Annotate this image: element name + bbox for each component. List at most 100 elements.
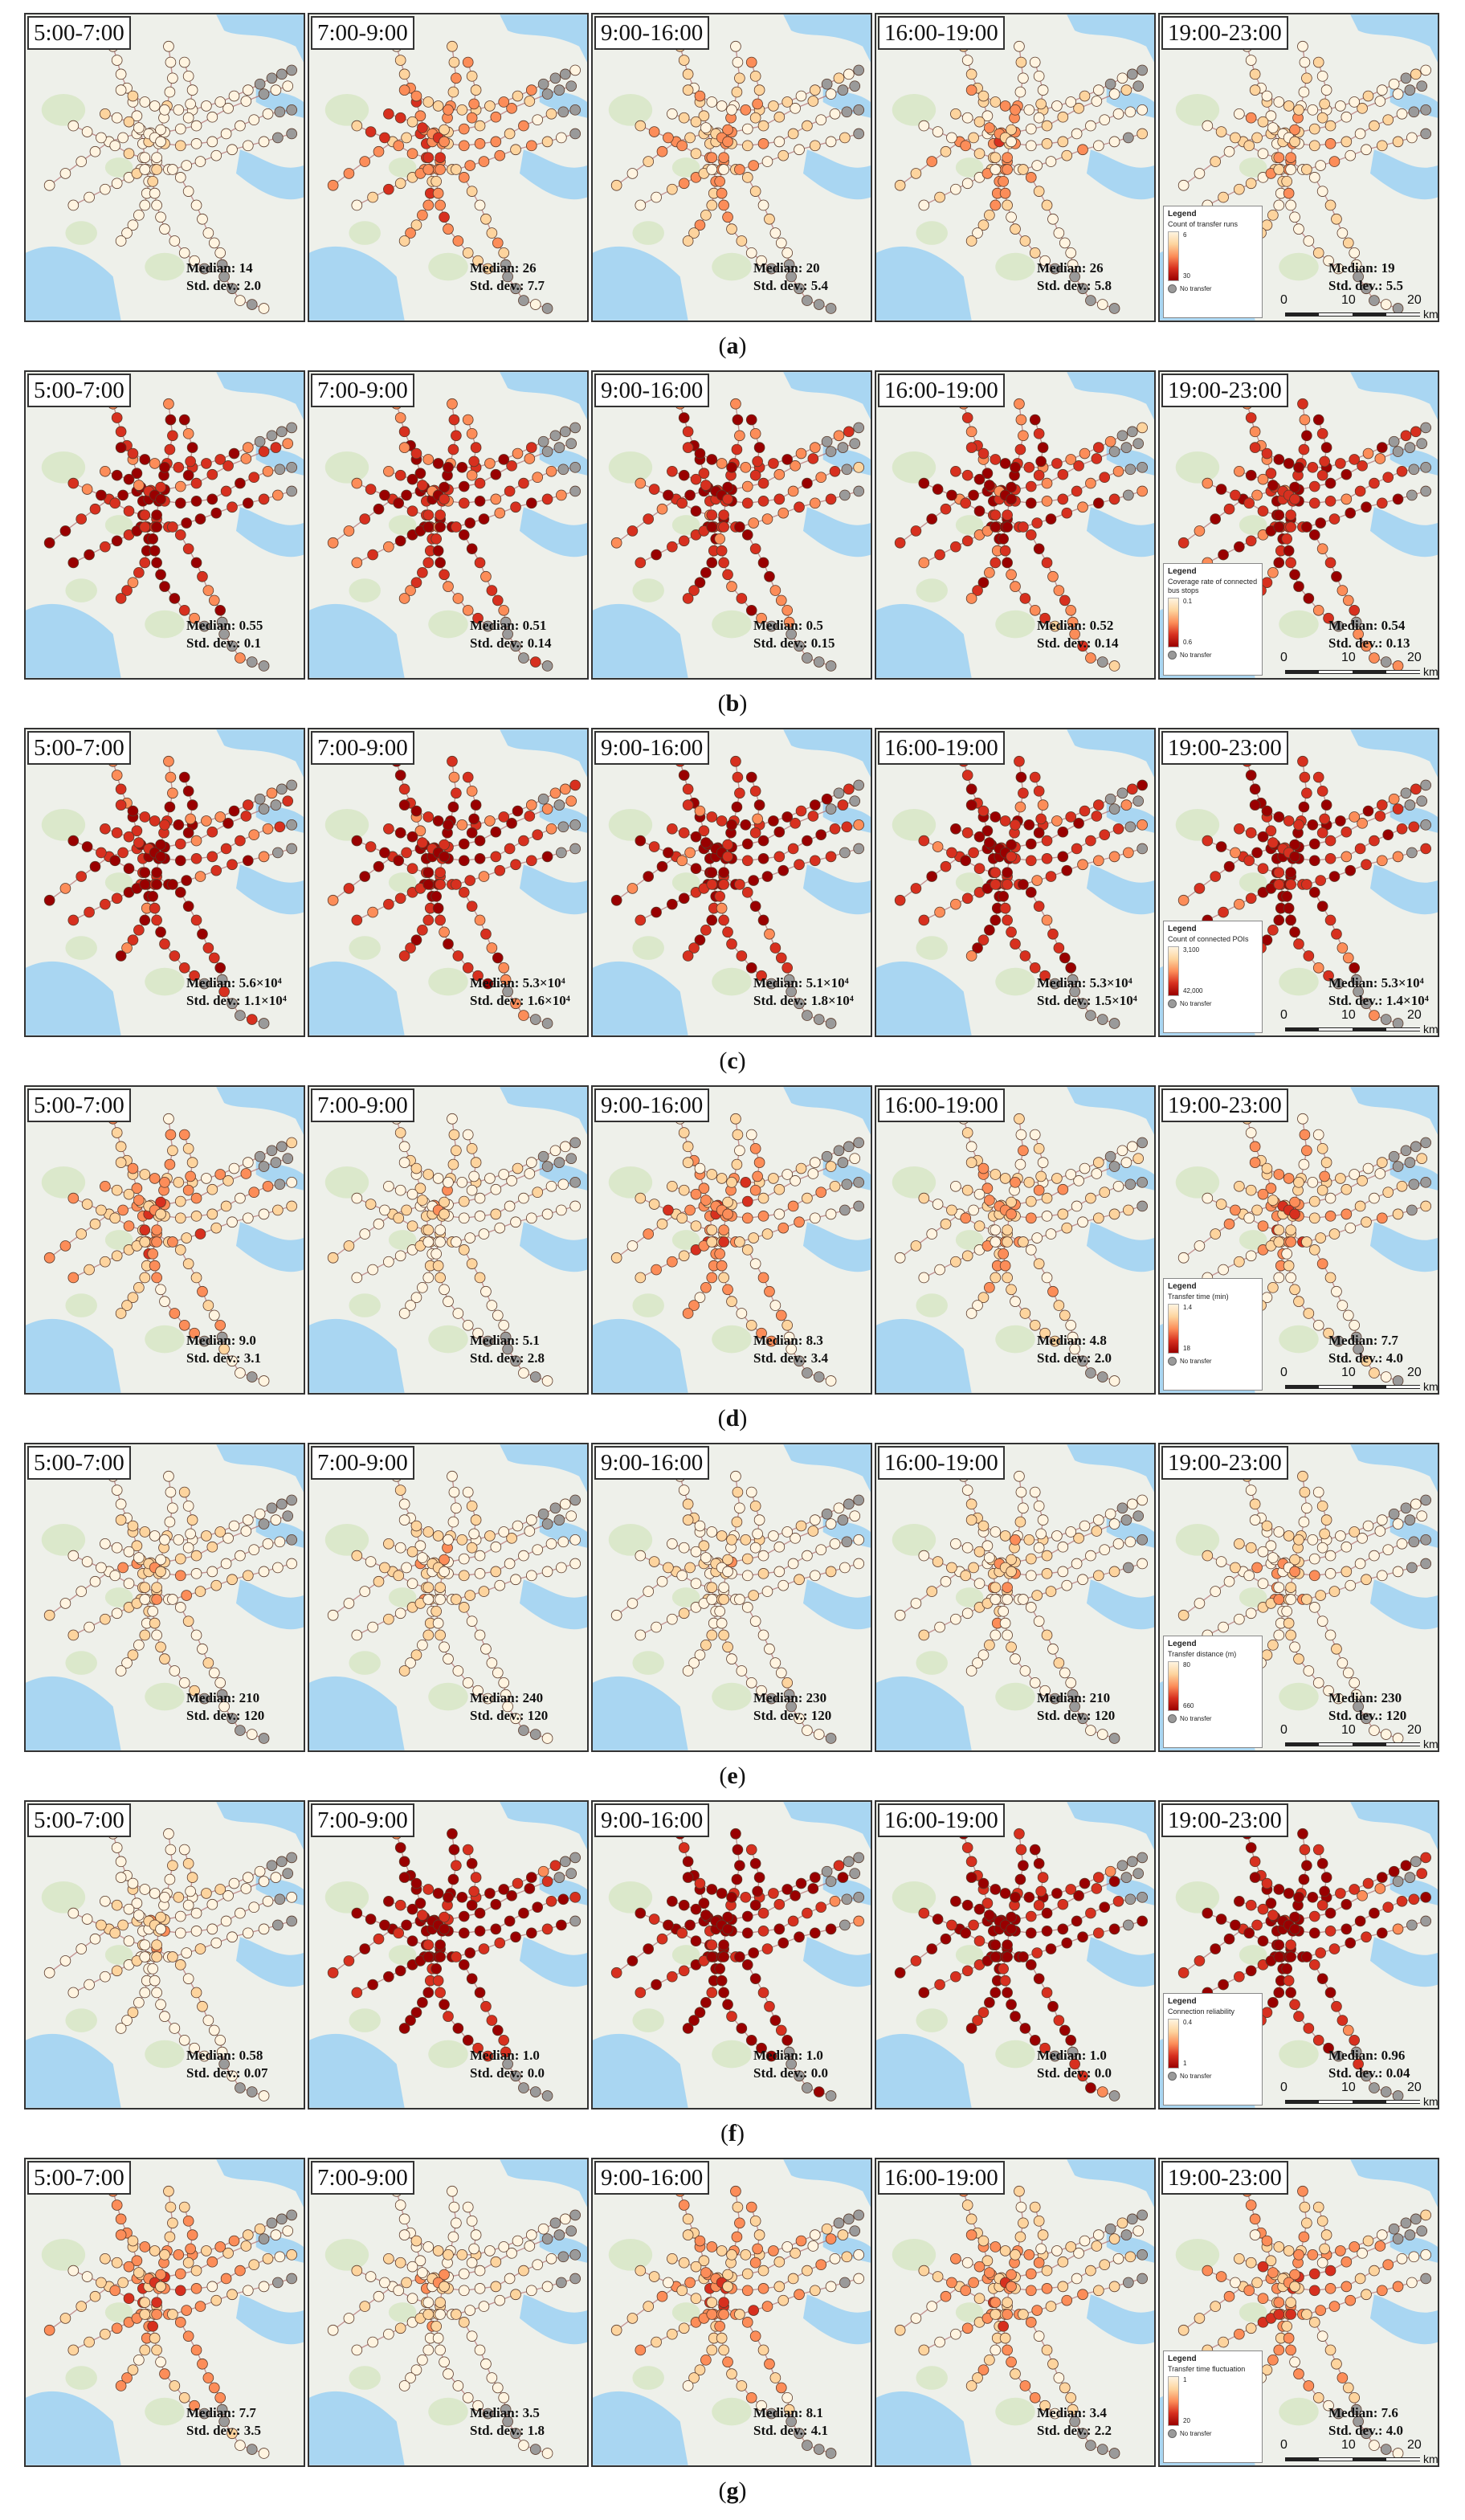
station-marker (722, 1566, 733, 1578)
no-transfer-text: No transfer (1180, 2073, 1212, 2080)
station-marker (464, 1947, 476, 1958)
no-transfer-station (837, 442, 849, 453)
station-marker (202, 1300, 214, 1311)
station-marker (1312, 414, 1324, 426)
station-marker (1041, 1907, 1053, 1919)
station-marker (214, 1526, 226, 1538)
station-marker (960, 855, 972, 867)
station-marker (757, 557, 769, 569)
station-marker (432, 1173, 444, 1184)
no-transfer-station (275, 2213, 288, 2225)
station-marker (833, 430, 845, 442)
station-marker (398, 84, 410, 96)
station-marker (1091, 1525, 1103, 1537)
metro-map (876, 1087, 1154, 1393)
no-transfer-station (226, 1713, 238, 1725)
station-marker (178, 962, 190, 974)
station-marker (452, 235, 464, 247)
station-marker (1320, 1157, 1332, 1168)
station-marker (406, 1188, 418, 1200)
station-marker (773, 468, 786, 480)
station-marker (1308, 1959, 1320, 1971)
station-marker (694, 90, 706, 102)
station-marker (169, 1308, 181, 1319)
station-marker (131, 825, 143, 837)
station-marker (435, 1272, 446, 1284)
station-marker (1249, 1157, 1261, 1168)
station-marker (504, 843, 516, 855)
no-transfer-station (569, 819, 581, 831)
station-marker (1018, 1860, 1029, 1872)
no-transfer-station (198, 2408, 210, 2420)
std-dev-label: Std. dev.: 120 (470, 1708, 549, 1723)
no-transfer-station (1049, 978, 1061, 990)
no-transfer-station (1136, 1177, 1148, 1188)
station-marker (853, 1558, 864, 1570)
station-marker (1380, 299, 1392, 310)
no-transfer-station (286, 1534, 297, 1546)
station-marker (990, 454, 1002, 465)
station-marker (398, 2023, 410, 2034)
station-marker (405, 942, 416, 954)
station-marker (456, 1177, 468, 1188)
station-marker (1320, 1872, 1332, 1883)
station-marker (127, 1292, 139, 1303)
station-marker (1210, 1228, 1222, 1240)
station-marker (990, 1169, 1002, 1180)
station-marker (757, 1987, 769, 1999)
station-marker (718, 1236, 729, 1248)
green-area (104, 2302, 133, 2322)
station-marker (474, 120, 486, 132)
station-marker (635, 1907, 647, 1919)
station-marker (512, 447, 524, 459)
station-marker (1361, 1574, 1372, 1586)
station-marker (208, 2382, 220, 2394)
station-marker (833, 1502, 845, 1514)
water-body (1086, 149, 1154, 200)
station-marker (1010, 462, 1021, 473)
station-marker (373, 1933, 385, 1945)
station-marker (1354, 485, 1366, 497)
station-marker (398, 426, 410, 438)
station-marker (351, 1987, 363, 1999)
no-transfer-station (1120, 442, 1132, 453)
station-marker (435, 557, 446, 569)
no-transfer-station (1420, 1494, 1431, 1506)
metro-map (26, 1087, 304, 1393)
station-marker (716, 1173, 728, 1184)
station-marker (1319, 813, 1330, 825)
station-marker (448, 1486, 460, 1498)
station-marker (494, 864, 506, 876)
station-marker (458, 1244, 470, 1256)
station-marker (756, 2042, 767, 2054)
station-marker (753, 84, 765, 96)
no-transfer-station (839, 1204, 851, 1216)
station-marker (414, 1897, 426, 1909)
station-marker (981, 1540, 994, 1552)
station-marker (1362, 1520, 1374, 1532)
station-marker (1382, 1901, 1394, 1913)
station-marker (1019, 1665, 1031, 1677)
station-marker (1312, 604, 1324, 616)
station-marker (351, 1629, 363, 1641)
station-marker (1324, 120, 1336, 132)
station-marker (706, 1236, 718, 1248)
station-marker (977, 1162, 990, 1174)
station-marker (1006, 1566, 1017, 1578)
stats-block: Median: 5.3×10⁴ Std. dev.: 1.5×10⁴ (1037, 974, 1137, 1010)
station-marker (1057, 468, 1069, 480)
station-marker (1202, 1192, 1214, 1204)
station-marker (1029, 56, 1041, 68)
station-marker (643, 1586, 655, 1597)
median-label: Median: 1.0 (470, 2048, 540, 2063)
no-transfer-station (1392, 1161, 1404, 1172)
station-marker (984, 924, 995, 936)
station-marker (756, 1327, 767, 1339)
station-marker (490, 1923, 502, 1935)
station-marker (518, 1192, 529, 1204)
station-marker (1267, 1639, 1279, 1651)
station-marker (940, 1933, 952, 1945)
station-marker (248, 1901, 260, 1913)
station-marker (682, 1157, 694, 1168)
station-marker (1136, 104, 1148, 116)
